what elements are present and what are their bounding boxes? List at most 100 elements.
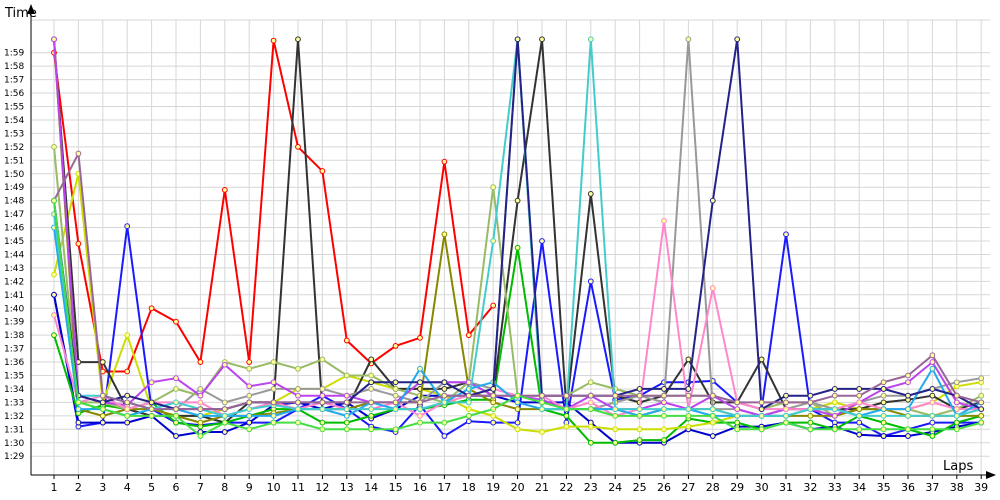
data-point bbox=[319, 168, 326, 174]
x-tick-label: 20 bbox=[511, 481, 525, 494]
x-axis-arrow bbox=[986, 471, 996, 479]
data-point bbox=[441, 419, 448, 426]
data-point bbox=[905, 379, 911, 386]
data-point bbox=[270, 379, 277, 386]
data-point bbox=[368, 372, 375, 379]
data-point bbox=[295, 36, 301, 43]
x-tick-label: 7 bbox=[197, 481, 204, 494]
y-tick-label: 1:31 bbox=[4, 425, 24, 435]
data-point bbox=[661, 412, 667, 419]
data-point bbox=[514, 419, 521, 426]
data-point bbox=[661, 399, 667, 406]
data-point bbox=[978, 406, 985, 413]
data-point bbox=[392, 426, 399, 433]
data-point bbox=[270, 399, 277, 406]
y-tick-label: 1:44 bbox=[4, 250, 24, 260]
data-point bbox=[856, 392, 863, 399]
data-point bbox=[392, 386, 399, 392]
y-tick-label: 1:33 bbox=[4, 398, 24, 408]
data-point bbox=[392, 392, 399, 399]
y-tick-label: 1:50 bbox=[4, 170, 24, 180]
data-point bbox=[709, 419, 716, 426]
data-point bbox=[173, 412, 179, 419]
data-point bbox=[880, 419, 887, 426]
data-point bbox=[807, 406, 814, 413]
data-point bbox=[539, 406, 545, 413]
y-tick-label: 1:34 bbox=[4, 385, 24, 395]
data-point bbox=[124, 332, 131, 339]
data-point bbox=[783, 392, 789, 399]
data-point bbox=[75, 240, 82, 247]
series-4 bbox=[51, 244, 985, 446]
data-point bbox=[905, 406, 911, 413]
data-point bbox=[880, 392, 887, 399]
x-tick-label: 5 bbox=[148, 481, 155, 494]
data-point bbox=[343, 372, 350, 379]
data-point bbox=[709, 412, 716, 419]
y-tick-label: 1:46 bbox=[4, 224, 24, 234]
data-point bbox=[246, 426, 253, 433]
y-tick-label: 1:55 bbox=[4, 103, 24, 113]
data-point bbox=[856, 412, 863, 419]
x-tick-label: 3 bbox=[99, 481, 106, 494]
x-tick-label: 36 bbox=[901, 481, 915, 494]
data-point bbox=[734, 419, 741, 426]
data-point bbox=[343, 412, 350, 419]
y-tick-label: 1:40 bbox=[4, 304, 24, 314]
data-point bbox=[929, 386, 936, 392]
data-point bbox=[783, 412, 789, 419]
data-point bbox=[343, 392, 350, 399]
data-point bbox=[148, 406, 155, 413]
data-point bbox=[99, 406, 106, 413]
x-tick-label: 10 bbox=[267, 481, 281, 494]
data-point bbox=[368, 412, 375, 419]
data-point bbox=[587, 36, 594, 43]
data-point bbox=[758, 399, 765, 406]
data-point bbox=[905, 426, 911, 433]
data-point bbox=[587, 278, 594, 285]
data-point bbox=[99, 419, 106, 426]
y-tick-label: 1:37 bbox=[4, 345, 24, 355]
data-point bbox=[807, 419, 814, 426]
data-point bbox=[831, 412, 838, 419]
data-point bbox=[929, 399, 936, 406]
data-point bbox=[246, 359, 253, 365]
data-point bbox=[246, 412, 253, 419]
data-point bbox=[246, 419, 253, 426]
data-point bbox=[807, 426, 814, 433]
x-tick-label: 9 bbox=[246, 481, 253, 494]
data-point bbox=[124, 406, 131, 413]
data-point bbox=[51, 271, 57, 278]
x-tick-label: 33 bbox=[828, 481, 842, 494]
data-point bbox=[856, 426, 863, 433]
data-point bbox=[270, 37, 277, 44]
data-point bbox=[465, 392, 472, 399]
data-point bbox=[441, 379, 448, 386]
y-tick-label: 1:36 bbox=[4, 358, 24, 368]
data-point bbox=[831, 406, 838, 413]
data-point bbox=[270, 359, 277, 365]
data-point bbox=[148, 305, 155, 312]
data-point bbox=[417, 419, 423, 426]
y-tick-label: 1:53 bbox=[4, 129, 24, 139]
data-point bbox=[880, 386, 887, 392]
data-point bbox=[709, 285, 716, 291]
data-point bbox=[783, 419, 789, 426]
data-point bbox=[539, 36, 545, 43]
data-point bbox=[685, 412, 692, 419]
data-point bbox=[148, 412, 155, 419]
data-point bbox=[441, 231, 448, 238]
data-point bbox=[978, 375, 985, 382]
data-point bbox=[392, 399, 399, 406]
data-point bbox=[734, 399, 741, 406]
data-point bbox=[221, 406, 228, 413]
data-point bbox=[295, 392, 301, 399]
data-point bbox=[173, 375, 179, 382]
x-tick-label: 15 bbox=[389, 481, 403, 494]
data-point bbox=[148, 399, 155, 406]
data-point bbox=[929, 352, 936, 359]
data-point bbox=[709, 406, 716, 413]
data-point bbox=[612, 426, 619, 433]
data-point bbox=[246, 383, 253, 390]
